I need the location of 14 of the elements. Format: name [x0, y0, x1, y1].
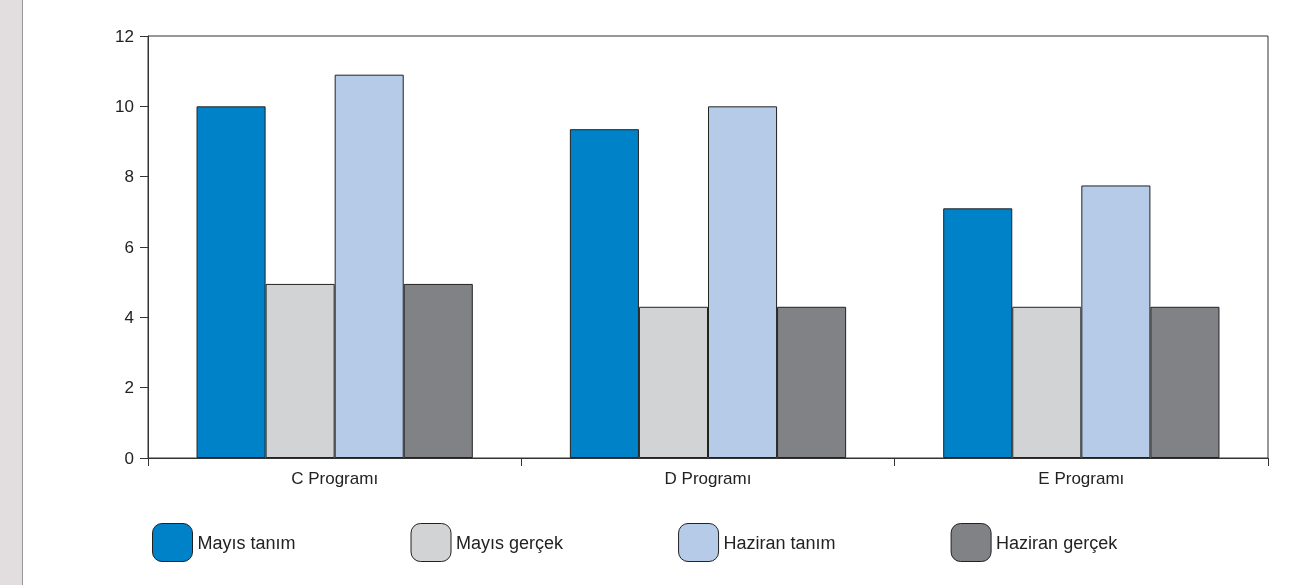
y-tick-label: 0 — [124, 448, 134, 468]
x-tick-label: E Programı — [1038, 469, 1125, 488]
y-tick-label: 4 — [124, 307, 134, 327]
legend-label: Mayıs gerçek — [456, 532, 565, 553]
y-tick-label: 12 — [115, 26, 134, 46]
y-tick-label: 10 — [115, 96, 134, 116]
legend-label: Haziran gerçek — [996, 532, 1119, 553]
legend-label: Mayıs tanım — [197, 532, 296, 553]
x-tick-label: C Programı — [291, 469, 379, 488]
y-tick-label: 2 — [124, 378, 134, 398]
legend-label: Haziran tanım — [723, 532, 836, 553]
y-tick-label: 6 — [124, 237, 134, 257]
y-tick-label: 8 — [124, 167, 134, 187]
x-tick-label: D Programı — [664, 469, 752, 488]
